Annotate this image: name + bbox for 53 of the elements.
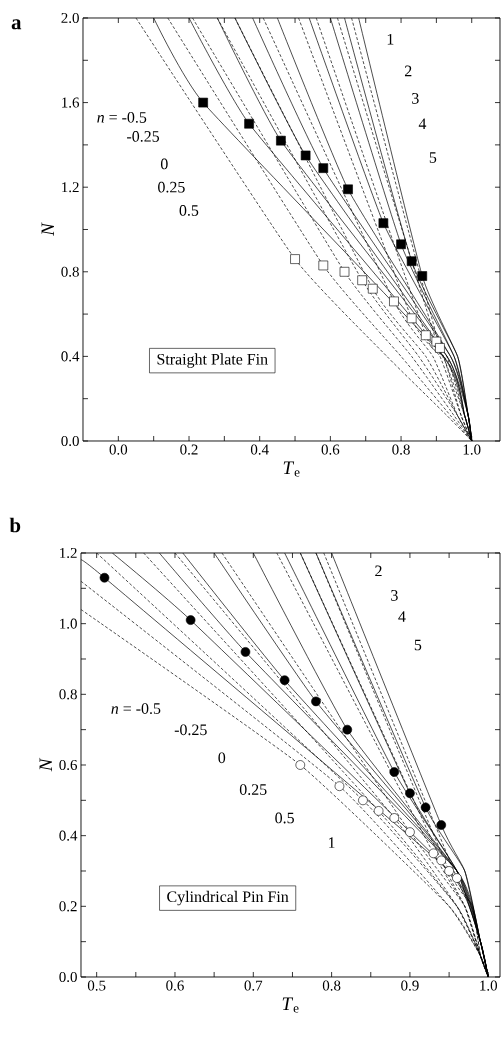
x-tick-label: 0.8: [392, 444, 410, 455]
y-tick-label: 1.2: [60, 547, 77, 559]
x-tick-label: 0.7: [244, 980, 263, 991]
x-tick-label: 0.5: [87, 980, 106, 991]
annotation: n = -0.5: [97, 111, 147, 123]
x-tick-label: 0.6: [321, 444, 340, 455]
y-tick-label: 0.8: [59, 689, 77, 700]
annotation: 1: [387, 33, 394, 45]
annotation: 4: [418, 118, 427, 129]
x-tick-label: 0.6: [166, 980, 184, 991]
y-axis-title: N: [39, 757, 52, 772]
y-tick-label: 0.8: [61, 266, 79, 277]
y-tick-label: 0.4: [59, 830, 78, 841]
annotation: 1: [328, 837, 335, 848]
annotation: 4: [398, 611, 406, 622]
annotation: -0.25: [127, 131, 160, 142]
annotation: 2: [404, 65, 412, 77]
text: b: [9, 517, 21, 533]
x-tick-label: 1.0: [480, 980, 498, 991]
y-tick-label: 1.6: [62, 97, 80, 108]
annotation: 0.25: [158, 181, 185, 193]
x-tick-label: 1.0: [463, 444, 481, 455]
annotation: 0.5: [179, 205, 199, 216]
x-axis-title: T$_{e}$: [283, 461, 300, 477]
text: Cylindrical Pin Fin: [167, 890, 289, 906]
y-tick-label: 0.0: [61, 435, 79, 447]
annotation: 5: [429, 152, 437, 163]
y-tick-label: 1.2: [62, 182, 79, 193]
text: a: [11, 19, 22, 30]
y-tick-label: 0.4: [61, 351, 80, 362]
x-tick-label: 0.8: [322, 980, 341, 991]
y-tick-label: 0.6: [59, 759, 78, 771]
x-tick-label: 0.4: [250, 444, 269, 455]
y-tick-label: 1.0: [60, 618, 77, 629]
annotation: 2: [375, 565, 382, 577]
y-tick-label: 0.0: [59, 971, 77, 983]
annotation: 0: [218, 752, 226, 764]
x-tick-label: 0.0: [109, 444, 128, 455]
annotation: 3: [412, 93, 419, 104]
text: Straight Plate Fin: [157, 353, 268, 368]
x-tick-label: 0.2: [180, 444, 198, 455]
annotation: 0.5: [275, 812, 294, 824]
annotation: 0.25: [239, 784, 267, 795]
y-tick-label: 2.0: [61, 12, 79, 24]
x-axis-title: T$_{e}$: [282, 997, 299, 1013]
annotation: 3: [391, 590, 398, 601]
y-axis-title: N: [41, 222, 54, 236]
y-tick-label: 0.2: [59, 901, 77, 912]
annotation: 0: [160, 158, 168, 170]
x-tick-label: 0.9: [401, 980, 419, 991]
annotation: -0.25: [174, 724, 207, 736]
annotation: 5: [414, 639, 422, 651]
annotation: n = -0.5: [111, 703, 161, 715]
